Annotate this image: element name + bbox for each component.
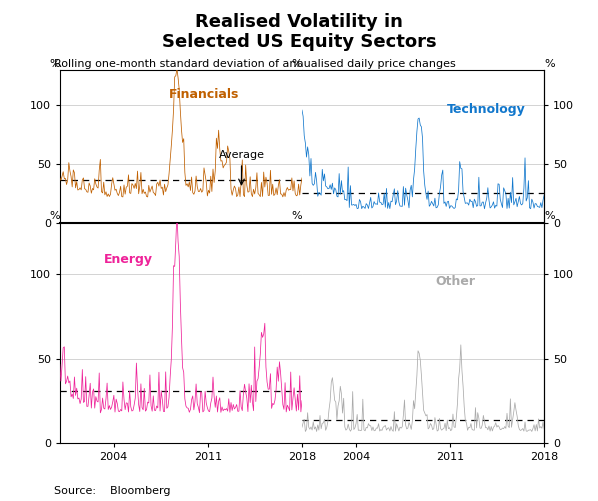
Text: %: % [544,59,555,69]
Text: Other: Other [435,275,475,288]
Text: %: % [544,211,555,221]
Text: %: % [291,59,302,69]
Text: Technology: Technology [447,103,526,116]
Text: Source:    Bloomberg: Source: Bloomberg [54,486,170,496]
Text: %: % [49,59,60,69]
Text: Selected US Equity Sectors: Selected US Equity Sectors [161,33,437,51]
Text: Energy: Energy [103,253,152,266]
Text: %: % [49,211,60,221]
Text: Realised Volatility in: Realised Volatility in [195,13,403,31]
Text: Average: Average [218,150,264,185]
Text: Rolling one-month standard deviation of annualised daily price changes: Rolling one-month standard deviation of … [54,59,456,69]
Text: %: % [291,211,302,221]
Text: Financials: Financials [169,88,239,101]
